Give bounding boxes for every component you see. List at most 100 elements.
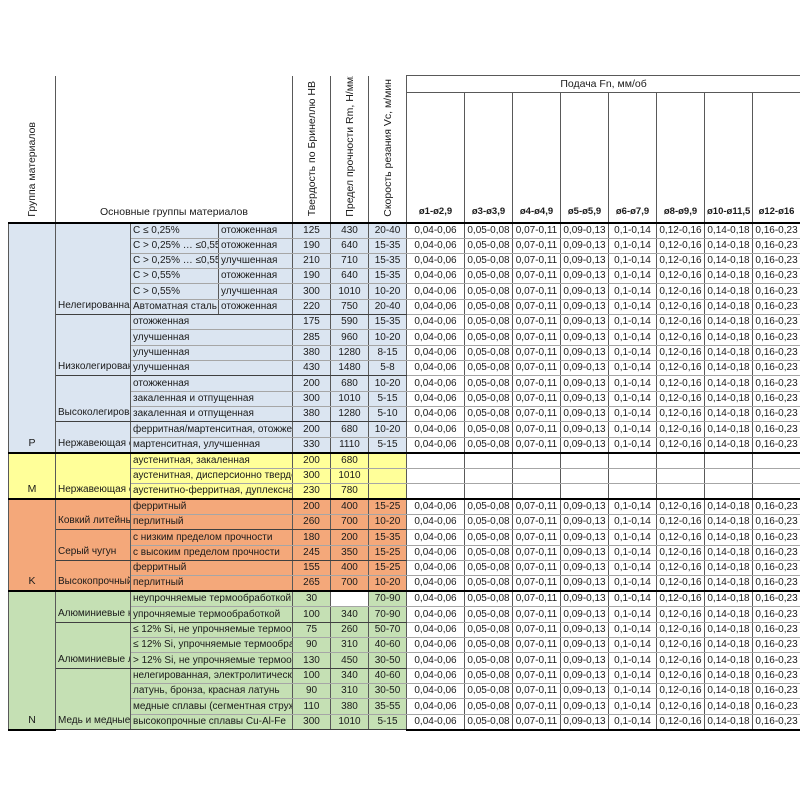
feed-cell[interactable]: 0,05-0,08 bbox=[464, 283, 513, 300]
feed-cell[interactable]: 0,05-0,08 bbox=[464, 437, 513, 454]
feed-cell[interactable]: 0,07-0,11 bbox=[512, 637, 561, 654]
group-letter-cell[interactable]: P bbox=[8, 221, 56, 454]
feed-cell[interactable]: 0,09-0,13 bbox=[560, 299, 609, 316]
feed-cell[interactable]: 0,14-0,18 bbox=[704, 529, 753, 546]
feed-cell[interactable]: 0,09-0,13 bbox=[560, 360, 609, 377]
rm-cell[interactable]: 640 bbox=[330, 268, 369, 285]
material-cell[interactable]: отожженная bbox=[130, 375, 293, 392]
feed-cell[interactable]: 0,05-0,08 bbox=[464, 345, 513, 362]
hb-cell[interactable]: 190 bbox=[292, 268, 331, 285]
feed-cell[interactable]: 0,16-0,23 bbox=[752, 590, 800, 608]
feed-cell[interactable] bbox=[704, 451, 753, 469]
rm-cell[interactable]: 400 bbox=[330, 560, 369, 577]
feed-cell[interactable]: 0,1-0,14 bbox=[608, 391, 657, 408]
vc-cell[interactable] bbox=[368, 483, 407, 500]
feed-cell[interactable]: 0,12-0,16 bbox=[656, 345, 705, 362]
feed-cell[interactable] bbox=[608, 468, 657, 485]
rm-cell[interactable]: 1010 bbox=[330, 283, 369, 300]
feed-cell[interactable]: 0,16-0,23 bbox=[752, 221, 800, 239]
feed-cell[interactable]: 0,12-0,16 bbox=[656, 299, 705, 316]
hb-cell[interactable]: 200 bbox=[292, 498, 331, 516]
material-cell[interactable]: закаленная и отпущенная bbox=[130, 391, 293, 408]
feed-cell[interactable]: 0,14-0,18 bbox=[704, 345, 753, 362]
feed-cell[interactable]: 0,14-0,18 bbox=[704, 545, 753, 562]
hb-cell[interactable]: 75 bbox=[292, 622, 331, 639]
feed-cell[interactable]: 0,12-0,16 bbox=[656, 221, 705, 239]
feed-cell[interactable] bbox=[406, 451, 465, 469]
hb-cell[interactable]: 265 bbox=[292, 575, 331, 592]
feed-cell[interactable]: 0,16-0,23 bbox=[752, 529, 800, 546]
feed-cell[interactable]: 0,09-0,13 bbox=[560, 253, 609, 270]
feed-cell[interactable]: 0,07-0,11 bbox=[512, 606, 561, 623]
hb-cell[interactable]: 200 bbox=[292, 451, 331, 469]
feed-cell[interactable]: 0,05-0,08 bbox=[464, 590, 513, 608]
material-cell[interactable]: C > 0,25% … ≤0,55% bbox=[130, 238, 219, 254]
vc-cell[interactable]: 15-25 bbox=[368, 560, 407, 577]
feed-cell[interactable]: 0,12-0,16 bbox=[656, 283, 705, 300]
rm-cell[interactable]: 350 bbox=[330, 545, 369, 562]
feed-cell[interactable]: 0,14-0,18 bbox=[704, 560, 753, 577]
feed-cell[interactable]: 0,05-0,08 bbox=[464, 714, 513, 731]
state-cell[interactable]: отожженная bbox=[218, 221, 293, 239]
material-cell[interactable]: ферритная/мартенситная, отожженная bbox=[130, 421, 293, 438]
group-label-cell[interactable]: Высоколегированная сталь bbox=[55, 375, 131, 423]
feed-cell[interactable]: 0,07-0,11 bbox=[512, 375, 561, 392]
feed-cell[interactable]: 0,05-0,08 bbox=[464, 314, 513, 331]
feed-cell[interactable]: 0,05-0,08 bbox=[464, 299, 513, 316]
vc-cell[interactable]: 15-35 bbox=[368, 253, 407, 270]
feed-cell[interactable]: 0,16-0,23 bbox=[752, 345, 800, 362]
rm-cell[interactable] bbox=[330, 590, 369, 608]
group-label-cell[interactable]: Алюминиевые кованые bbox=[55, 590, 131, 623]
feed-cell[interactable]: 0,07-0,11 bbox=[512, 406, 561, 423]
feed-cell[interactable]: 0,05-0,08 bbox=[464, 545, 513, 562]
rm-cell[interactable]: 380 bbox=[330, 698, 369, 715]
feed-cell[interactable]: 0,1-0,14 bbox=[608, 329, 657, 346]
state-cell[interactable]: отожженная bbox=[218, 238, 293, 254]
vc-cell[interactable]: 5-10 bbox=[368, 406, 407, 423]
feed-cell[interactable]: 0,16-0,23 bbox=[752, 652, 800, 669]
feed-cell[interactable] bbox=[608, 483, 657, 501]
feed-cell[interactable]: 0,1-0,14 bbox=[608, 698, 657, 715]
feed-cell[interactable] bbox=[512, 451, 561, 469]
feed-cell[interactable]: 0,14-0,18 bbox=[704, 590, 753, 608]
feed-cell[interactable]: 0,16-0,23 bbox=[752, 714, 800, 731]
feed-cell[interactable]: 0,04-0,06 bbox=[406, 253, 465, 270]
rm-cell[interactable]: 340 bbox=[330, 606, 369, 623]
feed-cell[interactable]: 0,12-0,16 bbox=[656, 238, 705, 254]
feed-cell[interactable] bbox=[752, 468, 800, 485]
rm-cell[interactable]: 200 bbox=[330, 529, 369, 546]
feed-cell[interactable]: 0,12-0,16 bbox=[656, 360, 705, 377]
feed-cell[interactable]: 0,16-0,23 bbox=[752, 514, 800, 531]
feed-cell[interactable]: 0,04-0,06 bbox=[406, 221, 465, 239]
material-group-header-cell[interactable]: Группа материалов bbox=[8, 75, 56, 224]
feed-cell[interactable]: 0,1-0,14 bbox=[608, 421, 657, 438]
hb-cell[interactable]: 200 bbox=[292, 375, 331, 392]
material-cell[interactable]: ≤ 12% Si, не упрочняемые термообработкой bbox=[130, 622, 293, 639]
material-cell[interactable]: аустенитная, закаленная bbox=[130, 451, 293, 469]
material-cell[interactable]: ферритный bbox=[130, 498, 293, 516]
vc-cell[interactable]: 5-15 bbox=[368, 437, 407, 454]
feed-cell[interactable] bbox=[656, 451, 705, 469]
feed-cell[interactable]: 0,07-0,11 bbox=[512, 391, 561, 408]
hb-cell[interactable]: 430 bbox=[292, 360, 331, 377]
vc-cell[interactable]: 5-15 bbox=[368, 714, 407, 731]
vc-cell[interactable]: 15-35 bbox=[368, 238, 407, 254]
feed-cell[interactable]: 0,14-0,18 bbox=[704, 698, 753, 715]
feed-cell[interactable]: 0,09-0,13 bbox=[560, 514, 609, 531]
feed-cell[interactable]: 0,05-0,08 bbox=[464, 238, 513, 254]
feed-cell[interactable]: 0,04-0,06 bbox=[406, 406, 465, 423]
hb-cell[interactable]: 90 bbox=[292, 637, 331, 654]
feed-cell[interactable]: 0,1-0,14 bbox=[608, 314, 657, 331]
feed-cell[interactable]: 0,07-0,11 bbox=[512, 714, 561, 731]
feed-cell[interactable]: 0,1-0,14 bbox=[608, 606, 657, 623]
feed-cell[interactable]: 0,07-0,11 bbox=[512, 421, 561, 438]
feed-cell[interactable]: 0,09-0,13 bbox=[560, 714, 609, 731]
feed-cell[interactable]: 0,05-0,08 bbox=[464, 329, 513, 346]
hb-cell[interactable]: 90 bbox=[292, 683, 331, 700]
rm-cell[interactable]: 400 bbox=[330, 498, 369, 516]
feed-cell[interactable]: 0,16-0,23 bbox=[752, 606, 800, 623]
feed-cell[interactable]: 0,05-0,08 bbox=[464, 606, 513, 623]
rm-cell[interactable]: 260 bbox=[330, 622, 369, 639]
feed-cell[interactable]: 0,04-0,06 bbox=[406, 345, 465, 362]
feed-cell[interactable]: 0,07-0,11 bbox=[512, 575, 561, 593]
